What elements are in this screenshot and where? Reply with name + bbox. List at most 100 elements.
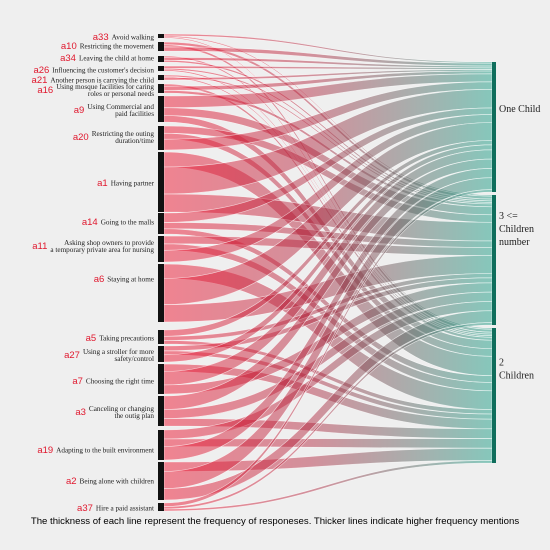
node-code: a10 [61,41,77,52]
left-node-bar [158,66,164,71]
flow-links [163,33,493,512]
right-node-label: One Child [499,104,540,115]
left-node-bar [158,396,164,426]
node-code: a21 [32,75,48,86]
left-node-bar [158,364,164,394]
node-code: a34 [60,53,76,64]
node-description: Using Commercial and [87,103,154,111]
node-code: a2 [66,476,77,487]
left-node-bar [158,75,164,80]
node-code: a3 [75,407,86,418]
node-description: a temporary private area for nursing [50,246,154,254]
right-node-text: 3 <= [499,211,518,222]
left-node-bar [158,126,164,150]
node-code: a27 [64,350,80,361]
node-description: Hire a paid assistant [96,505,154,513]
node-description: Taking precautions [99,335,154,343]
node-code: a5 [86,333,97,344]
left-node-bar [158,152,164,212]
right-node-bar [492,62,496,192]
right-node-text: 2 [499,358,504,369]
node-code: a20 [73,132,89,143]
node-description: Restricting the outing [92,130,155,138]
left-node-bar [158,84,164,93]
left-node-bar [158,330,164,344]
node-code: a11 [32,241,47,252]
node-code: a33 [93,32,109,43]
node-code: a1 [97,178,108,189]
right-node-label: 3 <= Children number [499,211,534,248]
left-node-bars [158,34,164,511]
node-code: a16 [37,85,53,96]
node-description: Being alone with children [80,478,155,486]
left-node-bar [158,96,164,122]
node-description: Staying at home [107,276,154,284]
right-node-labels: One Child 3 <= Children number 2 Children [499,104,540,382]
left-node-bar [158,34,164,38]
left-node-bar [158,236,164,262]
node-description: Avoid walking [112,34,155,42]
node-description: Using a stroller for more [83,348,154,356]
node-description: Another person is carrying the child [50,77,154,85]
left-node-bar [158,56,164,62]
left-node-bar [158,503,164,511]
node-description: Canceling or changing [89,405,154,413]
left-node-bar [158,264,164,322]
left-node-bar [158,42,164,51]
right-node-bar [492,328,496,463]
node-description: Choosing the right time [86,378,154,386]
right-node-text: One Child [499,104,540,115]
node-code: a26 [33,65,49,76]
right-node-bars [492,62,496,463]
node-description: Going to the malls [101,219,155,227]
node-code: a9 [74,105,85,116]
right-node-text: Children [499,371,534,382]
node-description: Using mosque facilities for caring [56,83,154,91]
left-node-label: Using mosque facilities for caringroles … [37,83,154,98]
node-description: Leaving the child at home [79,55,154,63]
right-node-bar [492,195,496,325]
node-description: paid facilities [115,110,154,118]
right-node-text: Children [499,224,534,235]
node-description: Adapting to the built environment [56,447,154,455]
right-node-label: 2 Children [499,358,534,382]
node-code: a6 [94,274,105,285]
left-node-bar [158,346,164,362]
node-description: Influencing the customer's decision [52,67,154,75]
left-node-bar [158,462,164,500]
diagram-caption: The thickness of each line represent the… [30,516,520,527]
right-node-text: number [499,237,530,248]
node-code: a19 [37,445,53,456]
node-description: Asking shop owners to provide [64,239,154,247]
node-code: a37 [77,503,93,514]
node-code: a14 [82,217,98,228]
node-code: a7 [72,376,83,387]
node-description: safety/control [114,355,154,363]
left-node-bar [158,430,164,460]
node-description: Having partner [111,180,155,188]
left-node-bar [158,213,164,234]
node-description: the outig plan [114,412,154,420]
node-description: Restricting the movement [80,43,154,51]
